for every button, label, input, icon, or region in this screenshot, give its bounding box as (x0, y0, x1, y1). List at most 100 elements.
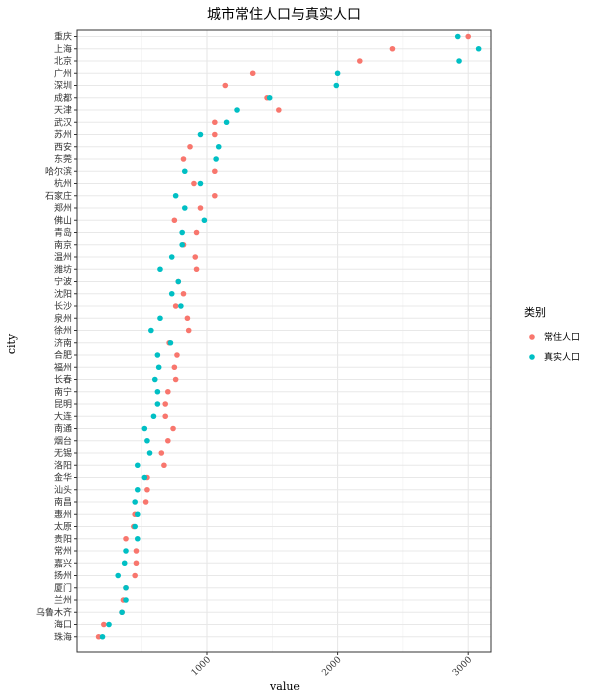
data-point (180, 290, 187, 297)
data-point (123, 597, 129, 603)
data-point (193, 229, 200, 236)
data-point (154, 401, 161, 407)
data-point (212, 192, 218, 199)
y-tick-label: 苏州 (54, 129, 72, 141)
y-tick-label: 成都 (54, 92, 72, 104)
data-point (115, 572, 121, 579)
data-point (134, 462, 141, 469)
data-point (234, 107, 240, 113)
y-tick-label: 潍坊 (54, 263, 72, 275)
y-tick-label: 厦门 (54, 582, 72, 594)
data-point (389, 45, 396, 52)
y-tick-label: 南通 (54, 423, 72, 435)
y-tick-label: 北京 (54, 55, 72, 67)
y-tick-label: 汕头 (54, 485, 72, 496)
y-axis-ticks: 重庆上海北京广州深圳成都天津武汉苏州西安东莞哈尔滨杭州石家庄郑州佛山青岛南京温州… (36, 31, 77, 643)
data-point (142, 499, 149, 505)
data-point (212, 119, 218, 126)
data-point (197, 180, 204, 187)
data-point (95, 633, 102, 640)
y-tick-label: 福州 (54, 361, 72, 373)
data-point (144, 486, 150, 493)
data-point (123, 535, 129, 542)
y-axis-title: city (5, 333, 18, 354)
data-point (170, 425, 176, 432)
y-tick-label: 天津 (54, 105, 72, 116)
y-gridlines (77, 36, 491, 638)
data-point (121, 560, 128, 567)
data-point (150, 413, 157, 420)
y-tick-label: 金华 (54, 472, 72, 484)
y-tick-label: 惠州 (54, 508, 72, 520)
y-tick-label: 哈尔滨 (45, 165, 72, 177)
data-point (141, 474, 148, 481)
data-point (132, 499, 138, 505)
data-point (193, 266, 200, 273)
data-point (151, 376, 158, 383)
y-tick-label: 大连 (54, 410, 72, 422)
y-tick-label: 济南 (54, 337, 72, 349)
data-point (106, 621, 112, 628)
plot-frame (76, 29, 492, 653)
data-point (132, 523, 138, 530)
x-tick-label: 3000 (451, 655, 474, 678)
data-point (197, 131, 204, 138)
data-point (454, 33, 461, 40)
data-point (167, 339, 174, 346)
data-point (197, 205, 204, 211)
data-point (141, 425, 148, 432)
data-point (187, 143, 193, 150)
y-tick-label: 温州 (54, 252, 72, 263)
data-point (174, 352, 180, 358)
data-point (134, 486, 141, 493)
plot-border (76, 29, 492, 653)
data-point (181, 205, 188, 211)
data-point (154, 352, 161, 358)
y-tick-label: 太原 (54, 521, 72, 533)
data-point (184, 315, 191, 322)
data-point (162, 401, 169, 407)
data-point (191, 180, 197, 187)
y-tick-label: 青岛 (54, 227, 72, 239)
data-point (215, 143, 222, 150)
y-tick-label: 徐州 (54, 325, 72, 337)
data-point (123, 548, 129, 554)
data-point (179, 241, 185, 248)
y-tick-label: 南京 (54, 239, 72, 251)
data-point (201, 217, 208, 224)
data-point (165, 437, 171, 444)
data-point (172, 303, 179, 309)
y-tick-label: 沈阳 (54, 288, 72, 300)
data-point (334, 70, 341, 77)
data-point (180, 156, 187, 162)
data-point (276, 107, 282, 113)
y-tick-label: 嘉兴 (54, 557, 72, 569)
data-point (133, 560, 140, 567)
y-tick-label: 南宁 (54, 386, 72, 398)
y-tick-label: 东莞 (54, 153, 72, 165)
y-tick-label: 上海 (54, 43, 72, 55)
y-tick-label: 南昌 (54, 496, 72, 508)
data-point (171, 364, 178, 371)
y-tick-label: 乌鲁木齐 (36, 606, 72, 618)
y-tick-label: 重庆 (54, 31, 72, 43)
y-tick-label: 兰州 (54, 594, 72, 606)
data-point (161, 462, 167, 469)
data-point (171, 217, 178, 224)
data-point (465, 33, 472, 40)
data-point (185, 327, 192, 334)
data-point (223, 119, 230, 126)
y-tick-label: 佛山 (54, 214, 72, 226)
y-tick-label: 昆明 (54, 399, 72, 410)
data-point (144, 437, 150, 444)
data-point (132, 572, 138, 579)
y-tick-label: 洛阳 (54, 459, 72, 471)
y-tick-label: 烟台 (54, 435, 72, 447)
data-point (222, 82, 229, 89)
y-tick-label: 珠海 (54, 631, 72, 643)
y-tick-label: 武汉 (54, 116, 72, 128)
data-point (212, 131, 218, 138)
